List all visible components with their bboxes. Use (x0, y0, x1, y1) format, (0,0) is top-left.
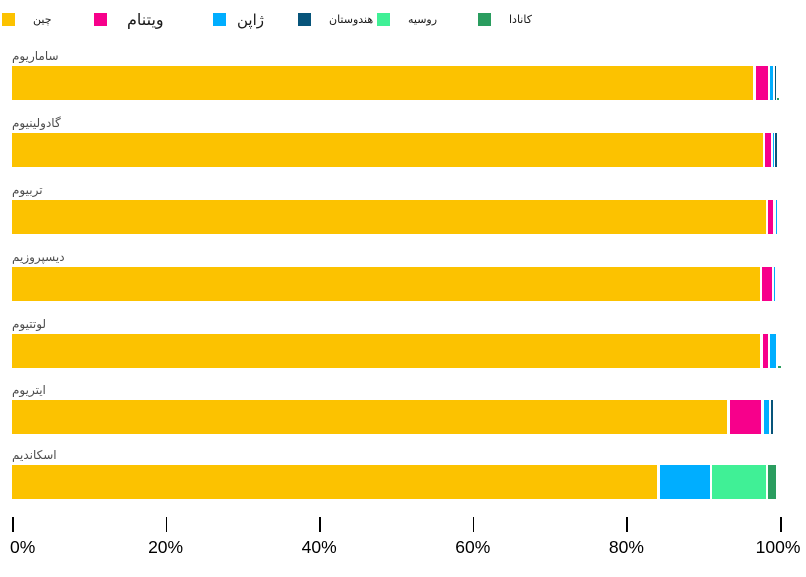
bar-segment-japan[interactable] (773, 133, 775, 167)
x-axis-label: 60% (455, 537, 491, 557)
bar-segment-china[interactable] (12, 200, 766, 234)
bar-segment-vietnam[interactable] (762, 267, 772, 301)
bar-label: اسکاندیم (12, 448, 57, 462)
bar-segment-japan[interactable] (659, 465, 710, 499)
legend-label-japan: ژاپن (237, 12, 265, 29)
bar-segment-japan[interactable] (775, 200, 777, 234)
bar-segment-china[interactable] (12, 267, 760, 301)
bar-segment-japan[interactable] (770, 66, 773, 100)
bar-label: لوتتیوم (12, 317, 47, 331)
legend-item-vietnam[interactable]: ویتنام (94, 12, 164, 29)
bar-segment-china[interactable] (12, 334, 761, 368)
legend-swatch-china (2, 13, 15, 26)
legend-item-japan[interactable]: ژاپن (213, 13, 264, 28)
bar-segment-russia[interactable] (712, 465, 766, 499)
legend-item-china[interactable]: چین (2, 13, 52, 27)
x-axis-label: 0% (10, 537, 36, 557)
bar-segment-vietnam[interactable] (765, 133, 771, 167)
legend-label-vietnam: ویتنام (127, 12, 164, 29)
legend-label-russia: روسیه (408, 14, 438, 26)
legend-swatch-japan (213, 13, 226, 26)
bar-row-1 (12, 66, 780, 100)
legend-label-china: چین (33, 14, 52, 26)
legend-swatch-canada (478, 13, 491, 26)
bar-segment-vietnam[interactable] (762, 334, 769, 368)
legend-label-india: هندوستان (329, 14, 374, 26)
legend-item-canada[interactable]: کانادا (478, 13, 532, 27)
bar-segment-india[interactable] (775, 133, 777, 167)
bar-segment-japan[interactable] (774, 267, 776, 301)
bar-segment-canada[interactable] (768, 465, 776, 499)
x-axis-tick (165, 517, 168, 532)
bar-segment-india[interactable] (775, 66, 777, 100)
chart-legend: چین ویتنام ژاپن هندوستان روسیه کانادا (0, 0, 806, 44)
bar-segment-vietnam[interactable] (755, 66, 768, 100)
legend-swatch-russia (377, 13, 390, 26)
bar-segment-vietnam[interactable] (729, 400, 762, 434)
bar-segment-china[interactable] (12, 133, 763, 167)
bar-label: دیسپروزیم (12, 250, 65, 264)
bar-row-2 (12, 133, 780, 167)
x-axis-label: 20% (148, 537, 184, 557)
x-axis-tick (626, 517, 628, 532)
x-axis-label: 80% (608, 537, 644, 557)
x-axis-tick (319, 517, 321, 532)
x-axis-tick (780, 517, 782, 532)
bar-segment-japan[interactable] (770, 334, 777, 368)
legend-item-india[interactable]: هندوستان (298, 13, 373, 27)
bar-label: تربیوم (12, 183, 43, 197)
bar-segment-india[interactable] (771, 400, 773, 434)
bar-row-7 (12, 465, 780, 499)
bar-segment-canada[interactable] (778, 366, 781, 368)
legend-swatch-india (298, 13, 311, 26)
bar-row-6 (12, 400, 780, 434)
legend-label-canada: کانادا (509, 14, 532, 26)
bar-row-3 (12, 200, 780, 234)
x-axis-tick (12, 517, 14, 532)
bar-segment-japan[interactable] (763, 400, 769, 434)
x-axis-label: 100% (755, 537, 801, 557)
legend-item-russia[interactable]: روسیه (377, 13, 437, 27)
bar-segment-vietnam[interactable] (768, 200, 774, 234)
bar-row-4 (12, 267, 780, 301)
bar-row-5 (12, 334, 781, 368)
bar-segment-canada[interactable] (776, 98, 780, 100)
x-axis-label: 40% (301, 537, 337, 557)
bar-label: گادولینیوم (12, 116, 61, 130)
bar-segment-china[interactable] (12, 400, 728, 434)
bar-label: ایتریوم (12, 383, 46, 397)
x-axis-tick (472, 517, 475, 532)
bar-label: ساماریوم (12, 49, 59, 63)
bar-segment-china[interactable] (12, 465, 658, 499)
bar-segment-china[interactable] (12, 66, 754, 100)
legend-swatch-vietnam (94, 13, 107, 26)
